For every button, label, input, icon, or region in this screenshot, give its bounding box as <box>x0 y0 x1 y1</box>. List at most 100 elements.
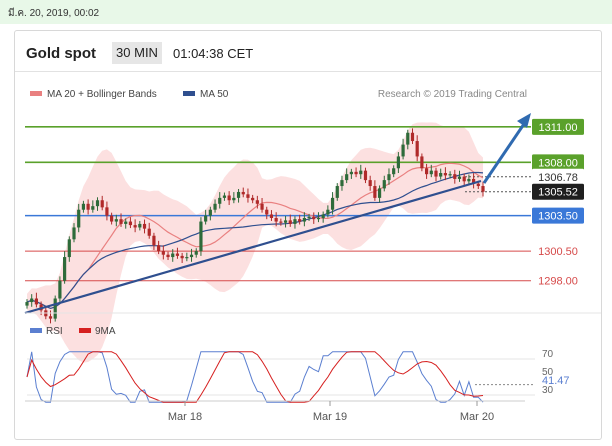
candle-body-50 <box>260 203 264 210</box>
candle-body-86 <box>429 170 433 175</box>
candle-body-2 <box>34 298 39 305</box>
candle-body-83 <box>415 141 419 157</box>
candle-body-93 <box>462 176 466 182</box>
candle-body-66 <box>335 186 339 198</box>
price-tag-0: 1311.00 <box>539 122 578 134</box>
candle-body-13 <box>86 203 90 210</box>
candle-body-84 <box>420 156 424 169</box>
candle-body-69 <box>349 171 353 175</box>
candle-body-76 <box>382 180 386 189</box>
candle-body-68 <box>345 174 349 181</box>
candle-body-73 <box>368 180 372 187</box>
candle-body-43 <box>227 195 231 201</box>
price-tag-bg-5 <box>532 243 584 260</box>
candle-body-59 <box>302 218 306 222</box>
ma20-legend-label: MA 20 + Bollinger Bands <box>47 89 157 100</box>
candle-body-39 <box>208 209 212 216</box>
rsi-legend-swatch <box>30 328 42 333</box>
candle-body-44 <box>232 197 236 201</box>
credit-label: Research © 2019 Trading Central <box>378 89 527 100</box>
candle-body-30 <box>166 254 170 258</box>
candle-body-82 <box>410 132 415 142</box>
price-tags: 1311.00 1308.00 1306.78 1305.52 1303.50 1300.… <box>532 118 584 289</box>
candle-body-72 <box>363 170 368 181</box>
price-tag-6: 1298.00 <box>538 276 578 288</box>
candle-body-55 <box>283 220 288 223</box>
candle-body-80 <box>401 144 405 157</box>
projection-arrowhead <box>517 113 531 128</box>
ma20-line <box>26 162 484 310</box>
x-label-mar19: Mar 19 <box>313 411 347 423</box>
rsi-value-label: 41.47 <box>542 375 570 387</box>
candle-body-15 <box>95 200 100 207</box>
candle-body-60 <box>307 216 311 218</box>
candle-body-65 <box>330 197 335 210</box>
price-tag-4: 1303.50 <box>538 211 578 223</box>
rsi-legend-label: RSI <box>46 326 63 337</box>
candle-body-79 <box>396 156 400 169</box>
candle-body-61 <box>312 216 316 220</box>
candle-body-1 <box>30 298 34 303</box>
date-bar: มี.ค. 20, 2019, 00:02 <box>0 0 612 24</box>
candle-body-95 <box>471 178 476 184</box>
ma50-legend-swatch <box>183 91 195 96</box>
price-tag-bg-0 <box>532 118 584 135</box>
timeframe-badge[interactable]: 30 MIN <box>112 42 162 64</box>
price-levels <box>25 126 531 282</box>
x-label-mar20: Mar 20 <box>460 411 494 423</box>
price-tag-bg-3 <box>532 183 584 200</box>
moving-averages <box>26 162 484 310</box>
candle-body-71 <box>359 170 363 175</box>
candle-body-23 <box>133 225 137 228</box>
ma9-legend-swatch <box>79 328 91 333</box>
clock-readout: 01:04:38 CET <box>173 46 254 61</box>
candle-body-57 <box>293 219 297 224</box>
candle-body-18 <box>110 215 114 222</box>
candle-body-48 <box>251 197 255 201</box>
price-tag-bg-2 <box>532 168 584 185</box>
candle-body-20 <box>119 219 123 224</box>
candle-body-26 <box>147 228 151 236</box>
candle-body-21 <box>124 221 128 224</box>
candle-body-78 <box>392 168 396 175</box>
candle-body-35 <box>189 254 194 258</box>
candle-body-94 <box>467 178 471 182</box>
candle-body-63 <box>321 214 325 218</box>
candle-body-88 <box>439 173 443 177</box>
candle-body-31 <box>171 253 175 258</box>
candle-body-32 <box>175 253 180 256</box>
candle-body-9 <box>67 239 71 258</box>
candle-body-81 <box>406 132 410 145</box>
candle-body-97 <box>481 186 485 192</box>
candle-body-67 <box>340 180 344 187</box>
candle-body-19 <box>114 219 118 222</box>
x-label-mar18: Mar 18 <box>168 411 202 423</box>
candle-body-37 <box>199 221 203 252</box>
candle-body-96 <box>476 183 480 187</box>
rsi-ma9-line <box>26 351 484 403</box>
candle-body-90 <box>448 174 452 176</box>
instrument-title: Gold spot <box>26 45 96 62</box>
price-tag-bg-1 <box>532 154 584 171</box>
candle-body-75 <box>377 188 382 198</box>
candle-body-29 <box>161 251 165 255</box>
candle-body-36 <box>194 251 198 255</box>
candle-body-53 <box>274 218 278 222</box>
candle-body-56 <box>288 220 292 224</box>
candle-body-91 <box>453 174 457 179</box>
candle-body-41 <box>218 197 222 204</box>
candle-body-77 <box>387 174 391 181</box>
ma50-legend-label: MA 50 <box>200 89 229 100</box>
ma20-legend-swatch <box>30 91 42 96</box>
ma50-line <box>26 171 484 310</box>
price-tag-bg-4 <box>532 207 584 224</box>
candlesticks <box>25 128 485 324</box>
candle-body-7 <box>58 280 62 299</box>
candle-body-12 <box>81 203 86 210</box>
candle-body-52 <box>269 214 274 218</box>
rsi-tick-70: 70 <box>542 349 554 360</box>
candle-body-17 <box>105 207 109 216</box>
candle-body-47 <box>246 194 250 198</box>
chart-panel: Gold spot 30 MIN 01:04:38 CET MA 20 + Bo… <box>14 30 602 440</box>
candle-body-34 <box>185 257 189 259</box>
